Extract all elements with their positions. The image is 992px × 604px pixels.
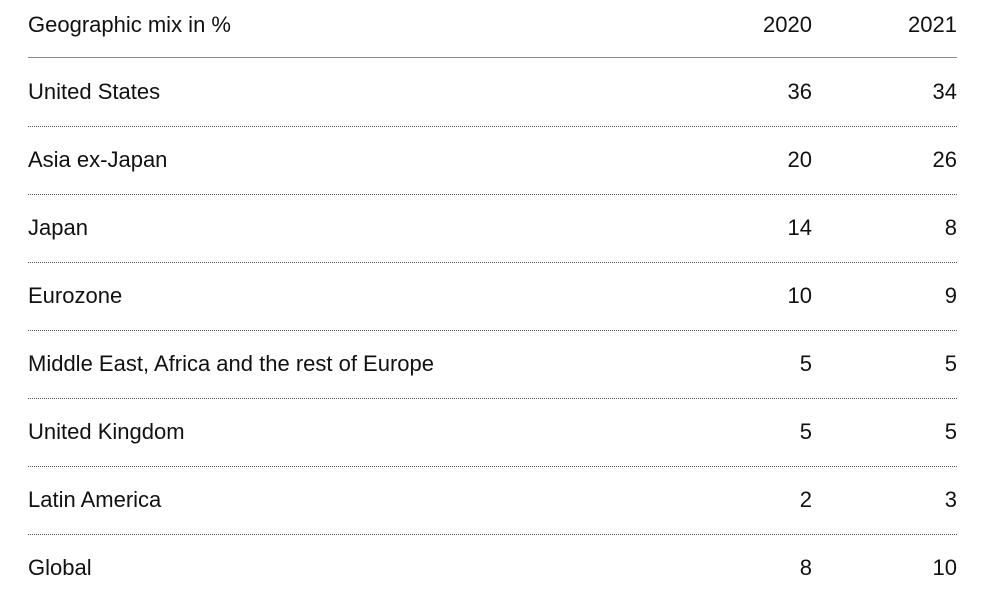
value-2021: 26 — [932, 147, 957, 172]
row-label: Global — [28, 555, 92, 580]
value-2020: 20 — [787, 147, 812, 172]
value-2021: 34 — [932, 79, 957, 104]
row-label: Eurozone — [28, 283, 123, 308]
value-2021: 8 — [944, 215, 957, 240]
header-label: Geographic mix in % — [28, 12, 231, 37]
value-2020: 10 — [787, 283, 812, 308]
value-2020: 14 — [787, 215, 812, 240]
row-label: United States — [28, 79, 161, 104]
row-label: Asia ex-Japan — [28, 147, 168, 172]
header-year: 2021 — [908, 12, 957, 37]
value-2020: 36 — [787, 79, 812, 104]
value-2021: 3 — [944, 487, 957, 512]
value-2020: 5 — [799, 419, 812, 444]
value-2021: 5 — [944, 351, 957, 376]
row-separator — [28, 126, 957, 127]
value-2020: 5 — [799, 351, 812, 376]
row-separator — [28, 466, 957, 467]
value-2021: 5 — [944, 419, 957, 444]
header-rule — [28, 57, 957, 58]
row-separator — [28, 534, 957, 535]
row-label: Japan — [28, 215, 88, 240]
row-separator — [28, 262, 957, 263]
value-2021: 10 — [932, 555, 957, 580]
row-separator — [28, 194, 957, 195]
row-separator — [28, 398, 957, 399]
header-year: 2020 — [763, 12, 812, 37]
row-separator — [28, 330, 957, 331]
value-2021: 9 — [944, 283, 957, 308]
row-label: United Kingdom — [28, 419, 185, 444]
value-2020: 2 — [799, 487, 812, 512]
row-label: Middle East, Africa and the rest of Euro… — [28, 351, 435, 376]
value-2020: 8 — [799, 555, 812, 580]
row-label: Latin America — [28, 487, 162, 512]
